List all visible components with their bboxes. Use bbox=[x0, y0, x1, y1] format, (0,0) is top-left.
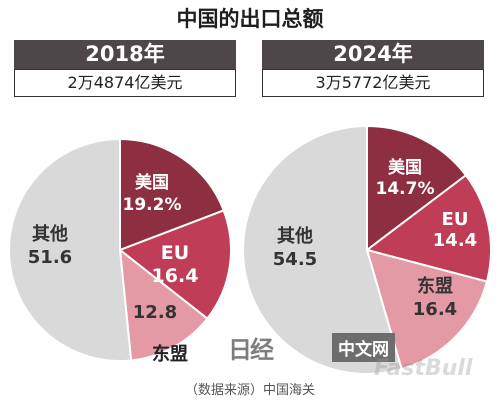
total-box-2018: 2万4874亿美元 bbox=[14, 69, 236, 97]
year-header-2018: 2018年 bbox=[14, 40, 236, 69]
pie-slice-2018年-EU bbox=[117, 209, 232, 320]
total-box-2024: 3万5772亿美元 bbox=[262, 69, 484, 97]
slice-label-1-3: 其他 bbox=[277, 225, 313, 247]
source-note: （数据来源）中国海关 bbox=[184, 383, 315, 398]
pie-slice-2018年-东盟 bbox=[118, 247, 209, 362]
slice-value-1-3: 54.5 bbox=[273, 249, 317, 270]
slice-label-1-1: EU bbox=[442, 209, 469, 230]
watermark-badge: 中文网 bbox=[332, 333, 395, 362]
slice-value-1-2: 16.4 bbox=[413, 299, 457, 320]
chart-title: 中国的出口总额 bbox=[176, 7, 324, 31]
slice-label-0-3: 其他 bbox=[32, 223, 68, 245]
pie-slice-2024年-EU bbox=[364, 173, 492, 283]
slice-value-1-1: 14.4 bbox=[433, 230, 477, 251]
pie-slice-2018年-美国 bbox=[119, 137, 226, 252]
slice-value-1-0: 14.7% bbox=[376, 179, 435, 199]
pie-slice-2024年-东盟 bbox=[365, 248, 489, 371]
pie-slice-2024年-其他 bbox=[242, 124, 403, 375]
slice-label-1-0: 美国 bbox=[388, 157, 422, 178]
slice-value-0-3: 51.6 bbox=[28, 247, 72, 268]
pie-slice-2018年-其他 bbox=[8, 137, 133, 362]
year-header-2024: 2024年 bbox=[262, 40, 484, 69]
watermark-site: FastBull bbox=[374, 356, 473, 381]
watermark-logo: 日经 bbox=[228, 335, 274, 364]
slice-label-1-2: 东盟 bbox=[417, 275, 453, 297]
slice-value-0-2: 12.8 bbox=[133, 302, 177, 323]
slice-label-0-0: 美国 bbox=[135, 172, 169, 193]
slice-outside-label-0-2: 东盟 bbox=[152, 343, 188, 365]
slice-label-0-1: EU bbox=[161, 242, 189, 264]
slice-value-0-0: 19.2% bbox=[123, 195, 182, 215]
pie-slice-2024年-美国 bbox=[366, 124, 468, 253]
slice-value-0-1: 16.4 bbox=[152, 265, 199, 287]
